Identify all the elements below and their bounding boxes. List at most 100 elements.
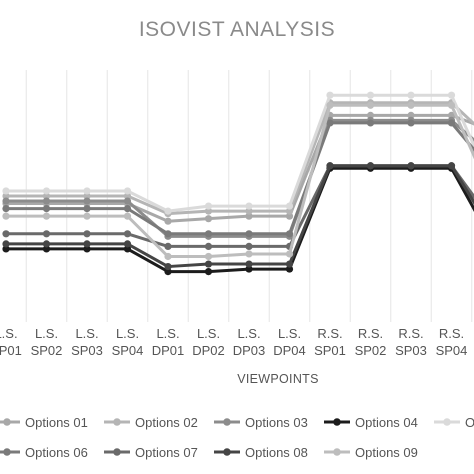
series-line	[6, 101, 474, 216]
data-point	[2, 187, 10, 195]
data-point	[447, 162, 456, 170]
legend-label: Options 07	[135, 445, 198, 460]
data-point	[42, 245, 51, 253]
legend-swatch-marker	[333, 418, 341, 426]
data-point	[204, 242, 213, 250]
series-9	[2, 101, 474, 261]
data-point	[366, 91, 375, 99]
legend-swatch-marker	[3, 448, 11, 456]
data-point	[366, 101, 375, 109]
series-8	[2, 162, 474, 271]
data-point	[407, 119, 415, 127]
data-point	[285, 207, 294, 215]
data-point	[42, 205, 51, 213]
data-point	[2, 197, 10, 205]
data-point	[447, 91, 456, 99]
legend-item: Options 07	[104, 445, 198, 460]
legend-item: Options 05	[434, 415, 474, 430]
data-point	[42, 212, 51, 220]
data-point	[83, 197, 91, 205]
data-point	[42, 230, 51, 238]
series-line	[6, 166, 474, 274]
data-point	[123, 187, 132, 195]
data-point	[366, 111, 375, 119]
legend-label: Options 06	[25, 445, 88, 460]
legend-item: Options 03	[214, 415, 308, 430]
series-line	[6, 121, 474, 236]
gridlines	[25, 70, 473, 322]
data-point	[407, 162, 415, 170]
data-point	[245, 230, 253, 238]
data-point	[285, 212, 294, 220]
data-point	[42, 197, 51, 205]
data-point	[83, 192, 91, 200]
data-point	[2, 192, 10, 200]
series-2	[2, 99, 474, 218]
series-line	[6, 103, 474, 258]
data-point	[204, 260, 213, 268]
series-5	[2, 91, 474, 215]
x-tick-label: L.S. SP04	[112, 326, 144, 358]
data-point	[204, 215, 213, 223]
legend-item: Options 09	[324, 445, 418, 460]
data-point	[245, 265, 253, 273]
x-tick-label: L.S. DP02	[192, 326, 225, 358]
data-point	[2, 212, 10, 220]
series-line	[6, 118, 474, 238]
data-point	[245, 260, 253, 268]
data-point	[407, 111, 415, 119]
x-tick-label: L.S. DP01	[152, 326, 185, 358]
data-point	[42, 187, 51, 195]
series-line	[6, 164, 474, 269]
data-point	[204, 268, 213, 276]
data-point	[204, 207, 213, 215]
series-6	[2, 119, 474, 238]
legend-label: Options 03	[245, 415, 308, 430]
data-point	[204, 252, 213, 261]
data-point	[123, 192, 132, 200]
x-tick-label: R.S. SP03	[395, 326, 427, 358]
series-line	[6, 164, 474, 248]
x-tick-label: R.S. SP04	[436, 326, 468, 358]
data-point	[83, 230, 91, 238]
x-tick-label: R.S. SP01	[314, 326, 346, 358]
legend-label: Options 08	[245, 445, 308, 460]
legend: Options 01 Options 02 Options 03 Options 04…	[0, 415, 474, 460]
data-point	[366, 119, 375, 127]
x-tick-label: L.S. DP03	[233, 326, 266, 358]
legend-swatch-marker	[113, 418, 121, 426]
x-tick-label: L.S.SP01	[0, 326, 22, 358]
legend-item: Options 01	[0, 415, 88, 430]
data-point	[245, 242, 253, 250]
legend-swatch-marker	[113, 448, 121, 456]
data-point	[204, 230, 213, 238]
data-point	[83, 212, 91, 220]
legend-item: Options 06	[0, 445, 88, 460]
x-tick-label: L.S. SP02	[31, 326, 63, 358]
data-point	[326, 119, 334, 127]
data-point	[285, 260, 294, 268]
legend-swatch-marker	[443, 418, 451, 426]
data-point	[123, 240, 132, 248]
data-point	[2, 230, 10, 238]
data-point	[447, 111, 456, 119]
data-point	[407, 101, 415, 109]
data-point	[83, 240, 91, 248]
legend-item: Options 02	[104, 415, 198, 430]
data-point	[164, 252, 172, 261]
data-point	[326, 91, 334, 99]
data-point	[285, 265, 294, 273]
data-point	[164, 242, 172, 250]
data-point	[164, 207, 172, 215]
legend-swatch-marker	[223, 448, 231, 456]
legend-swatch-marker	[3, 418, 11, 426]
plot-area	[2, 91, 474, 276]
x-tick-label: L.S. DP04	[273, 326, 306, 358]
data-point	[123, 212, 132, 220]
legend-label: Options 05	[465, 415, 474, 430]
series-line	[6, 93, 474, 213]
data-point	[366, 162, 375, 170]
data-point	[447, 119, 456, 127]
legend-label: Options 02	[135, 415, 198, 430]
